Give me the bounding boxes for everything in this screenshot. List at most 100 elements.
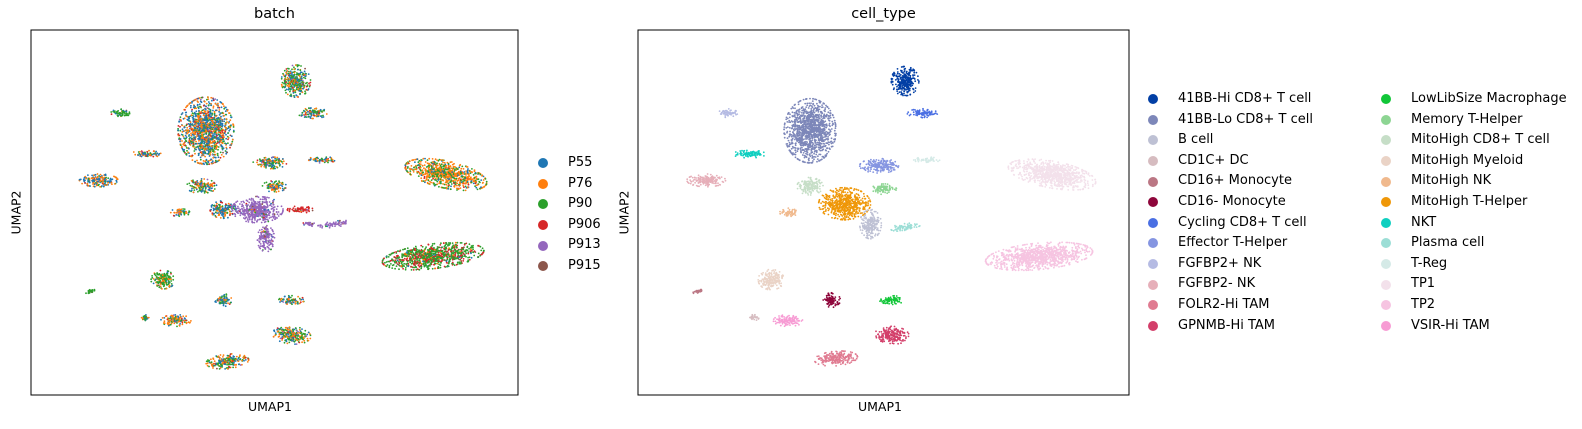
scatter-point (424, 157, 426, 160)
scatter-point (118, 112, 121, 114)
scatter-point (181, 112, 184, 114)
scatter-point (308, 82, 310, 85)
scatter-point (187, 119, 190, 122)
scatter-point (262, 201, 264, 203)
scatter-point (223, 105, 225, 108)
scatter-point (453, 184, 456, 187)
scatter-point (281, 162, 284, 165)
scatter-point (110, 111, 113, 113)
scatter-point (137, 154, 140, 157)
scatter-point (315, 107, 318, 110)
scatter-point (216, 140, 219, 143)
scatter-point (457, 179, 460, 182)
scatter-point (224, 205, 227, 207)
scatter-point (281, 85, 283, 88)
scatter-point (285, 68, 288, 70)
scatter-point (227, 138, 229, 141)
scatter-point (179, 119, 182, 121)
scatter-point (427, 170, 429, 172)
scatter-point (446, 180, 449, 183)
scatter-point (440, 182, 442, 185)
scatter-point (85, 177, 87, 180)
scatter-point (251, 209, 254, 212)
scatter-point (99, 185, 101, 188)
scatter-point (198, 152, 200, 155)
scatter-point (307, 110, 309, 113)
scatter-point (484, 178, 487, 180)
scatter-point (264, 226, 266, 229)
scatter-point (398, 250, 401, 253)
scatter-point (125, 112, 128, 114)
scatter-point (191, 131, 194, 134)
scatter-point (205, 162, 208, 164)
scatter-point (207, 182, 209, 185)
scatter-point (289, 87, 291, 90)
scatter-point (194, 160, 196, 163)
scatter-point (323, 158, 326, 161)
scatter-point (232, 124, 235, 126)
scatter-point (205, 147, 208, 150)
scatter-point (207, 96, 209, 99)
scatter-point (175, 212, 178, 214)
scatter-point (299, 86, 302, 89)
scatter-point (196, 159, 198, 162)
scatter-point (191, 187, 193, 190)
cluster-0 (280, 64, 312, 98)
scatter-point (216, 145, 219, 148)
scatter-point (155, 154, 158, 156)
scatter-point (481, 247, 484, 250)
scatter-point (240, 201, 243, 203)
scatter-point (231, 140, 234, 143)
scatter-point (344, 221, 346, 224)
scatter-point (110, 178, 113, 181)
scatter-point (272, 232, 275, 235)
scatter-point (442, 183, 444, 185)
scatter-point (420, 177, 423, 180)
scatter-point (122, 110, 124, 113)
scatter-point (260, 221, 263, 224)
scatter-point (178, 120, 181, 123)
scatter-point (259, 198, 262, 201)
scatter-point (305, 109, 308, 111)
scatter-point (299, 73, 301, 76)
scatter-point (466, 260, 469, 263)
scatter-point (267, 220, 270, 223)
scatter-point (472, 174, 475, 176)
scatter-point (260, 210, 262, 212)
scatter-point (442, 175, 444, 178)
scatter-point (296, 79, 299, 82)
scatter-point (132, 151, 135, 153)
scatter-point (254, 219, 256, 221)
scatter-point (270, 205, 273, 208)
scatter-point (120, 108, 123, 111)
scatter-point (134, 153, 137, 156)
scatter-point (197, 154, 200, 157)
scatter-point (270, 216, 272, 219)
scatter-point (186, 183, 189, 186)
scatter-point (286, 208, 289, 211)
scatter-point (185, 152, 188, 155)
scatter-point (193, 181, 195, 184)
scatter-point (273, 206, 276, 208)
scatter-point (476, 184, 479, 186)
scatter-point (302, 209, 304, 212)
scatter-point (290, 74, 292, 77)
scatter-point (199, 105, 201, 108)
scatter-point (337, 221, 340, 224)
scatter-point (198, 129, 201, 132)
scatter-point (312, 109, 314, 112)
scatter-point (169, 211, 172, 214)
scatter-point (267, 185, 269, 188)
scatter-point (202, 121, 204, 123)
scatter-point (428, 162, 430, 165)
scatter-point (309, 159, 312, 161)
scatter-point (256, 210, 259, 212)
scatter-point (319, 224, 321, 227)
scatter-point (213, 182, 216, 185)
scatter-point (248, 213, 251, 216)
scatter-point (212, 109, 214, 112)
scatter-point (225, 133, 227, 136)
scatter-point (289, 76, 292, 79)
scatter-point (290, 95, 292, 98)
scatter-point (226, 212, 229, 215)
